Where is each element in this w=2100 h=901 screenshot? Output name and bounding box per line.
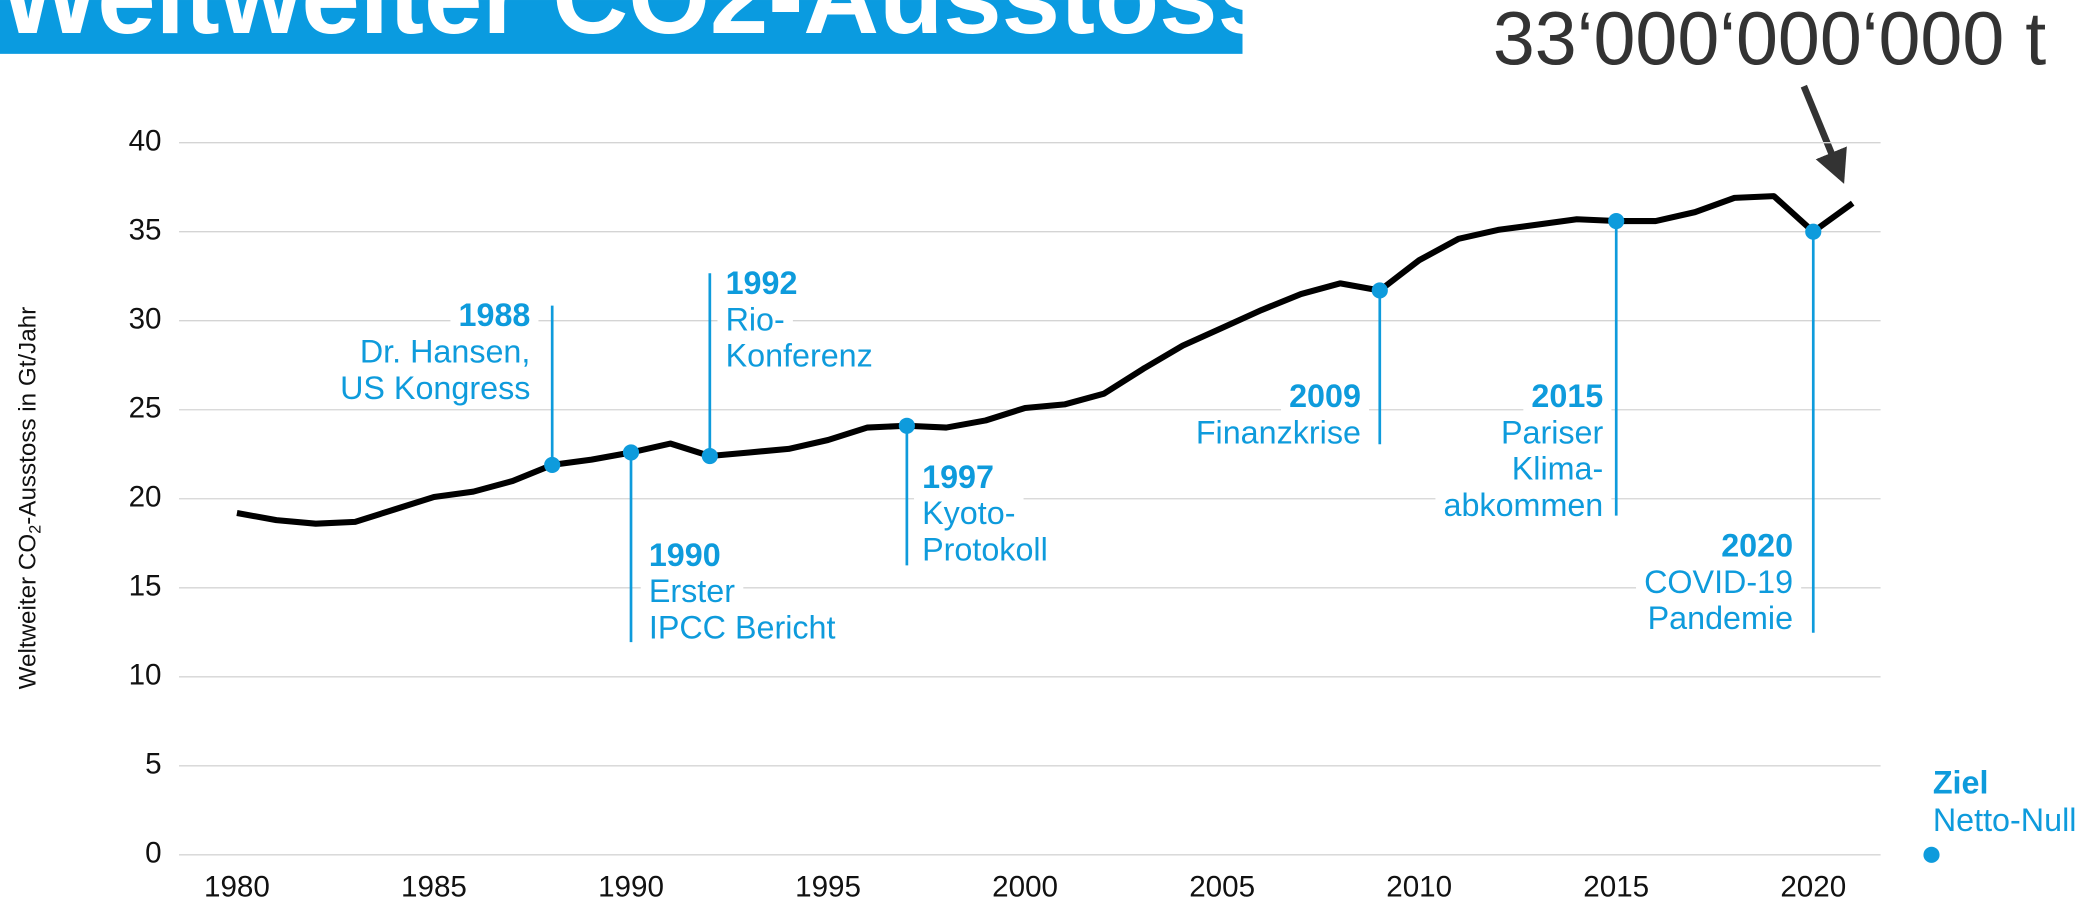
x-tick-label: 1995 — [795, 870, 861, 901]
label-background — [717, 298, 793, 340]
annotation-marker — [622, 444, 640, 461]
line — [236, 193, 1855, 527]
annotation-text: Konferenz — [726, 338, 873, 374]
annotation-text: COVID-19 — [1644, 564, 1793, 600]
x-tick-label: 2020 — [1780, 870, 1846, 901]
x-tick-label: 2010 — [1386, 870, 1452, 901]
y-axis-label: Weltweiter CO2-Ausstoss in Gt/Jahr — [15, 307, 45, 690]
x-tick-label: 2005 — [1189, 870, 1255, 901]
plot: 0 5 10 15 20 25 30 35 40 1980 1985 1990 1995 2000 2005… — [129, 125, 2077, 901]
y-tick-label: 25 — [129, 392, 162, 425]
annotation-marker — [1371, 282, 1388, 299]
annotation-text: Pariser — [1501, 414, 1604, 450]
annotation-marker — [1805, 223, 1822, 240]
label-background — [450, 294, 539, 336]
label-background — [1636, 561, 1802, 603]
annotation-year: 2015 — [1531, 378, 1603, 414]
label-background — [1187, 411, 1370, 454]
goal-marker — [1923, 846, 1940, 863]
label-background — [717, 334, 881, 377]
annotation-text: abkommen — [1444, 487, 1604, 523]
annotation-text: Pandemie — [1648, 600, 1793, 636]
y-tick-label: 30 — [129, 303, 162, 336]
headline: 33‘000‘000‘000 t — [1493, 0, 2046, 80]
annotation-text: IPCC Bericht — [649, 610, 836, 646]
label-background — [351, 330, 539, 373]
goal-label: Ziel — [1933, 764, 1989, 800]
annotation-marker — [1608, 212, 1625, 230]
label-background — [1639, 597, 1802, 639]
label-background — [1492, 411, 1612, 454]
label-background — [1281, 375, 1370, 417]
annotation-year: 1990 — [649, 537, 721, 573]
label-background — [640, 570, 744, 612]
annotation-text: Klima- — [1512, 451, 1604, 487]
label-background — [640, 534, 729, 576]
label-background — [1435, 484, 1612, 526]
title-banner — [0, 0, 1243, 54]
annotation-marker — [701, 447, 718, 465]
y-tick-label: 10 — [129, 659, 162, 692]
annotation-year: 1997 — [922, 459, 994, 495]
label-background — [1523, 375, 1612, 417]
y-tick-label: 5 — [145, 748, 161, 781]
annotation-text: Dr. Hansen, — [360, 334, 531, 370]
x-tick-label: 2015 — [1583, 870, 1649, 901]
label-background — [640, 606, 844, 649]
label-background — [332, 367, 539, 409]
label-background — [1713, 524, 1802, 567]
x-tick-label: 1990 — [598, 870, 664, 901]
annotation-text: US Kongress — [340, 370, 530, 406]
x-tick-label: 2000 — [992, 870, 1058, 901]
y-tick-label: 35 — [129, 214, 162, 247]
annotation-year: 1992 — [726, 265, 798, 301]
y-label-part: Weltweiter CO — [15, 534, 42, 690]
annotation-year: 1988 — [459, 297, 531, 333]
annotation-text: Kyoto- — [922, 495, 1015, 531]
x-tick-label: 1980 — [204, 870, 270, 901]
annotation-marker — [544, 456, 561, 474]
y-label-sub: 2 — [27, 525, 45, 534]
label-background — [717, 262, 806, 304]
annotation-text: Protokoll — [922, 531, 1048, 567]
y-tick-label: 40 — [129, 125, 162, 158]
annotation-text: Erster — [649, 573, 735, 609]
arrow — [1800, 84, 1847, 184]
label-background — [914, 528, 1056, 571]
goal-text: Netto-Null — [1933, 802, 2077, 838]
annotation-text: Rio- — [726, 301, 785, 337]
annotation-text: Finanzkrise — [1196, 414, 1361, 450]
y-tick-label: 15 — [129, 570, 162, 603]
annotation-marker — [898, 417, 915, 434]
y-tick-label: 0 — [145, 837, 161, 870]
annotation-year: 2009 — [1289, 378, 1361, 414]
label-background — [1503, 448, 1612, 490]
chart-title: Weltweiter CO2-Ausstoss — [0, 0, 1276, 56]
annotation-year: 2020 — [1721, 527, 1793, 563]
y-label-part: -Ausstoss in Gt/Jahr — [15, 307, 42, 525]
label-background — [914, 492, 1024, 534]
label-background — [914, 456, 1003, 498]
y-tick-label: 20 — [129, 481, 162, 514]
label-backgrounds — [332, 262, 1802, 649]
x-tick-label: 1985 — [401, 870, 467, 901]
